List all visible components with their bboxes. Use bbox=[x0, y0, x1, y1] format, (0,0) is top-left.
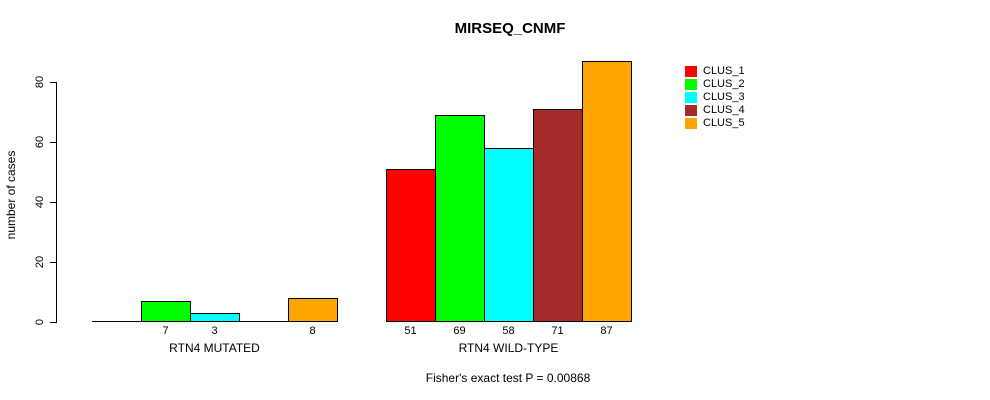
bar-clus_3-group2 bbox=[484, 148, 534, 322]
y-tick-mark bbox=[50, 142, 57, 143]
bar-value-label: 87 bbox=[600, 325, 613, 337]
bar-value-label: 71 bbox=[551, 325, 564, 337]
bar-clus_2-group2 bbox=[435, 115, 485, 322]
legend-swatch-clus_2 bbox=[685, 79, 697, 90]
legend-row: CLUS_3 bbox=[685, 91, 745, 104]
bar-clus_3-group1 bbox=[190, 313, 240, 322]
x-group-label: RTN4 WILD-TYPE bbox=[458, 341, 559, 355]
bar-value-label: 51 bbox=[404, 325, 417, 337]
legend-row: CLUS_5 bbox=[685, 117, 745, 130]
y-tick-label: 80 bbox=[34, 75, 46, 89]
bar-clus_5-group2 bbox=[582, 61, 632, 322]
y-tick-label: 0 bbox=[34, 318, 46, 326]
legend-label: CLUS_2 bbox=[703, 78, 745, 90]
y-axis-label: number of cases bbox=[4, 150, 18, 240]
bar-value-label: 58 bbox=[502, 325, 515, 337]
bar-value-label: 7 bbox=[162, 325, 169, 337]
y-tick-mark bbox=[50, 322, 57, 323]
bar-clus_5-group1 bbox=[288, 298, 338, 322]
legend-label: CLUS_1 bbox=[703, 65, 745, 77]
y-tick-label: 60 bbox=[34, 135, 46, 149]
legend-swatch-clus_5 bbox=[685, 118, 697, 129]
legend: CLUS_1 CLUS_2 CLUS_3 CLUS_4 CLUS_5 bbox=[685, 65, 745, 130]
bar-clus_4-group2 bbox=[533, 109, 583, 322]
legend-label: CLUS_3 bbox=[703, 91, 745, 103]
legend-label: CLUS_4 bbox=[703, 104, 745, 116]
y-tick-mark bbox=[50, 262, 57, 263]
x-group-label: RTN4 MUTATED bbox=[169, 341, 260, 355]
legend-swatch-clus_4 bbox=[685, 105, 697, 116]
y-tick-label: 40 bbox=[34, 195, 46, 209]
legend-row: CLUS_2 bbox=[685, 78, 745, 91]
y-tick-mark bbox=[50, 82, 57, 83]
legend-label: CLUS_5 bbox=[703, 117, 745, 129]
y-tick-mark bbox=[50, 202, 57, 203]
legend-swatch-clus_3 bbox=[685, 92, 697, 103]
footnote-pvalue: Fisher's exact test P = 0.00868 bbox=[425, 371, 591, 385]
bar-clus_1-group2 bbox=[386, 169, 436, 322]
bar-value-label: 3 bbox=[211, 325, 218, 337]
y-tick-label: 20 bbox=[34, 255, 46, 269]
chart-title: MIRSEQ_CNMF bbox=[454, 20, 566, 37]
bar-clus_2-group1 bbox=[141, 301, 191, 322]
bar-value-label: 69 bbox=[453, 325, 466, 337]
legend-swatch-clus_1 bbox=[685, 66, 697, 77]
legend-row: CLUS_1 bbox=[685, 65, 745, 78]
legend-row: CLUS_4 bbox=[685, 104, 745, 117]
bar-value-label: 8 bbox=[309, 325, 316, 337]
